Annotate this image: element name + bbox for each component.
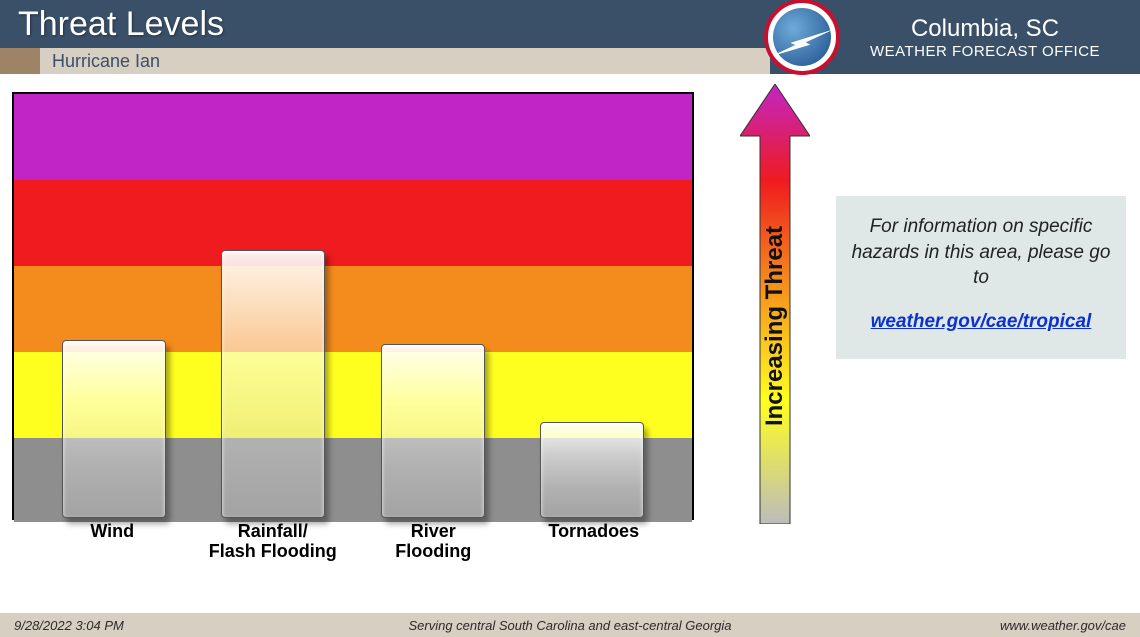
footer-timestamp: 9/28/2022 3:04 PM — [14, 618, 124, 633]
threat-bar — [540, 422, 644, 518]
footer-tagline: Serving central South Carolina and east-… — [408, 618, 731, 633]
office-block: Columbia, SC WEATHER FORECAST OFFICE — [770, 0, 1140, 74]
category-label: Wind — [47, 522, 177, 562]
arrow-label: Increasing Threat — [761, 226, 789, 426]
threat-chart — [12, 92, 694, 520]
footer-url: www.weather.gov/cae — [1000, 618, 1126, 633]
office-text: Columbia, SC WEATHER FORECAST OFFICE — [840, 15, 1140, 60]
bars-layer — [14, 94, 692, 518]
category-label: River Flooding — [368, 522, 498, 562]
threat-bar — [221, 250, 325, 518]
bar-slot — [368, 344, 498, 518]
page-subtitle: Hurricane Ian — [40, 51, 160, 72]
category-label: Rainfall/ Flash Flooding — [208, 522, 338, 562]
info-box: For information on specific hazards in t… — [836, 196, 1126, 359]
category-label: Tornadoes — [529, 522, 659, 562]
nws-logo-icon — [764, 0, 840, 75]
sub-accent — [0, 48, 40, 74]
office-label: WEATHER FORECAST OFFICE — [840, 43, 1130, 60]
page-title: Threat Levels — [0, 5, 224, 44]
increasing-threat-arrow: Increasing Threat — [740, 84, 810, 524]
footer-bar: 9/28/2022 3:04 PM Serving central South … — [0, 613, 1140, 637]
axis-labels: Wind Rainfall/ Flash Flooding River Floodi… — [12, 522, 694, 562]
threat-bar — [62, 340, 166, 518]
bar-slot — [527, 422, 657, 518]
bar-slot — [208, 250, 338, 518]
info-link[interactable]: weather.gov/cae/tropical — [850, 309, 1112, 335]
bar-slot — [49, 340, 179, 518]
info-text: For information on specific hazards in t… — [852, 216, 1111, 288]
office-location: Columbia, SC — [840, 15, 1130, 43]
threat-bar — [381, 344, 485, 518]
